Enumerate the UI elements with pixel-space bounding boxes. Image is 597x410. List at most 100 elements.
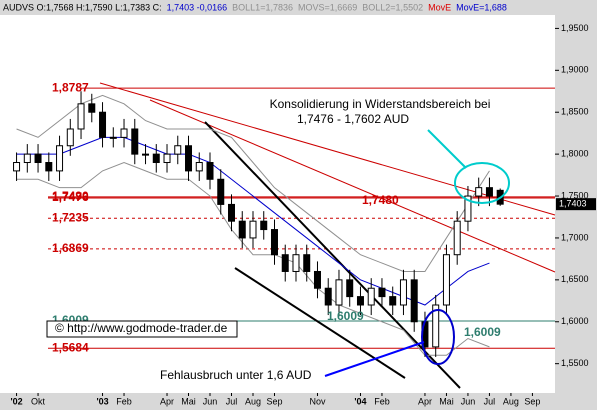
level-label: 1,7235 — [52, 210, 89, 224]
level-label: 1,8787 — [52, 80, 89, 94]
annotation: 1,7476 - 1,7602 AUD — [297, 112, 409, 126]
candle-body — [292, 254, 300, 272]
candle-body — [475, 187, 483, 197]
candle-body — [195, 162, 203, 172]
level-label: 1,7480 — [362, 193, 399, 207]
header-text: MOVS=1,6669 — [298, 2, 357, 12]
x-tick-label: Okt — [31, 396, 46, 406]
candle-body — [45, 162, 53, 172]
candle-body — [313, 270, 321, 289]
candle-body — [270, 229, 278, 256]
trend-line — [234, 267, 406, 379]
y-tick-label: 1,8500 — [561, 107, 589, 117]
candle-body — [378, 287, 386, 298]
highlight-ellipse — [454, 162, 510, 204]
y-tick-label: 1,6500 — [561, 274, 589, 284]
candle-body — [464, 195, 472, 222]
trend-line — [149, 99, 556, 273]
header-text: BOLL2=1,5502 — [362, 2, 423, 12]
x-tick-label: Nov — [309, 396, 326, 406]
candle-body — [109, 136, 117, 139]
level-label: 1,6009 — [464, 325, 501, 339]
candle-body — [66, 128, 74, 147]
candle-body — [56, 145, 64, 172]
candle-body — [206, 162, 214, 180]
candle-body — [120, 128, 128, 138]
candle-body — [13, 162, 21, 172]
x-tick-label: Apr — [160, 396, 174, 406]
candle-body — [174, 145, 182, 155]
x-tick-label: Feb — [374, 396, 390, 406]
x-tick-label: Jun — [461, 396, 476, 406]
candle-body — [453, 220, 461, 256]
annotation: Konsolidierung in Widerstandsbereich bei — [270, 97, 491, 111]
level-label: 1,6869 — [52, 241, 89, 255]
header-text: BOLL1=1,7836 — [232, 2, 293, 12]
candle-body — [238, 220, 246, 239]
y-tick-label: 1,7500 — [561, 190, 589, 200]
candle-body — [249, 220, 257, 239]
header-text: 1,7403 -0,0166 — [167, 2, 228, 12]
x-tick-label: Apr — [418, 396, 432, 406]
header-text: AUDVS O:1,7568 H:1,7590 L:1,7383 C: — [3, 2, 162, 12]
x-tick-label: Jul — [484, 396, 496, 406]
x-tick-label: Mai — [181, 396, 196, 406]
price-tag — [556, 198, 596, 211]
y-tick-label: 1,8000 — [561, 149, 589, 159]
candle-body — [389, 296, 397, 306]
watermark: © http://www.godmode-trader.de — [55, 321, 228, 335]
y-tick-label: 1,5500 — [561, 358, 589, 368]
candle-body — [281, 254, 289, 272]
candle-body — [432, 304, 440, 348]
y-tick-label: 1,7000 — [561, 232, 589, 242]
candle-body — [367, 287, 375, 306]
candle-body — [88, 103, 96, 113]
x-tick-label: '03 — [96, 396, 108, 406]
pointer-line — [427, 129, 467, 169]
watermark-box — [46, 320, 238, 338]
candle-body — [23, 153, 31, 164]
header-text: MovE=1,688 — [456, 2, 507, 12]
indicator-line — [16, 136, 490, 306]
candle-body — [34, 153, 42, 164]
candle-body — [303, 254, 311, 272]
x-tick-label: Aug — [503, 396, 519, 406]
candle-body — [346, 279, 354, 298]
x-tick-label: Aug — [245, 396, 261, 406]
indicator-line — [16, 161, 490, 356]
candle-body — [228, 203, 236, 222]
candle-body — [442, 254, 450, 306]
level-label: 1,5684 — [52, 340, 89, 354]
pointer-line — [324, 341, 425, 377]
candle-body — [260, 220, 268, 231]
candle-body — [99, 111, 107, 138]
candle-body — [77, 103, 85, 130]
candle-body — [410, 279, 418, 323]
x-tick-label: Sep — [524, 396, 540, 406]
candle-body — [163, 153, 171, 164]
x-tick-label: Jul — [226, 396, 238, 406]
candle-body — [324, 287, 332, 306]
candle-body — [185, 145, 193, 172]
candle-body — [217, 178, 225, 205]
header-text: MovE — [428, 2, 451, 12]
indicator-line — [16, 94, 490, 272]
header-bar — [0, 0, 597, 15]
x-tick-label: '02 — [10, 396, 22, 406]
x-tick-label: Mai — [439, 396, 454, 406]
level-label: 1,7490 — [52, 189, 89, 203]
candle-body — [142, 153, 150, 156]
x-tick-label: Jun — [203, 396, 218, 406]
candle-body — [356, 296, 364, 306]
x-tick-label: Sep — [266, 396, 282, 406]
x-tick-label: Feb — [116, 396, 132, 406]
highlight-ellipse — [421, 309, 455, 365]
level-label: 1,6009 — [327, 309, 364, 323]
candle-body — [399, 279, 407, 306]
candle-body — [485, 187, 493, 197]
y-tick-label: 1,9000 — [561, 65, 589, 75]
x-tick-label: '04 — [354, 396, 366, 406]
candle-body — [335, 279, 343, 306]
candle-body — [152, 153, 160, 164]
